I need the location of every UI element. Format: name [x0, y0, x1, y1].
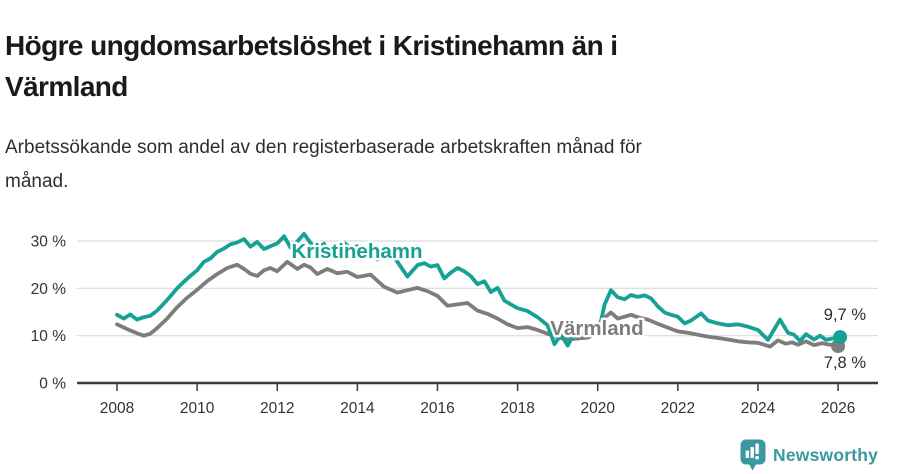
y-tick-label: 0 % [39, 376, 66, 393]
x-tick-label: 2026 [821, 400, 855, 417]
y-tick-label: 20 % [31, 281, 67, 298]
x-tick-label: 2022 [661, 400, 695, 417]
newsworthy-logo-link[interactable]: Newsworthy [740, 439, 878, 471]
x-tick-label: 2016 [420, 400, 454, 417]
y-tick-label: 10 % [31, 328, 67, 345]
end-value-varmland: 7,8 % [824, 354, 867, 372]
newsworthy-icon [740, 439, 766, 471]
x-tick-label: 2018 [500, 400, 534, 417]
x-tick-label: 2008 [100, 400, 134, 417]
axes: 0 % 10 % 20 % 30 % 2008 2010 2012 2014 2016 2018 2… [31, 234, 878, 417]
title-line-2: Värmland [5, 70, 128, 102]
chart-subtitle: Arbetssökande som andel av den registerb… [5, 131, 642, 199]
title-line-1: Högre ungdomsarbetslöshet i Kristinehamn… [5, 29, 618, 61]
series-lines [115, 231, 842, 349]
series-label-varmland: Värmland [550, 317, 643, 340]
series-line-värmland [115, 259, 840, 349]
endpoint-dots [831, 330, 848, 354]
end-value-kristinehamn: 9,7 % [824, 306, 867, 324]
endpoint-dot-kristinehamn [833, 330, 848, 345]
gridlines [77, 240, 878, 337]
y-tick-label: 30 % [31, 234, 67, 251]
x-tick-label: 2014 [340, 400, 375, 417]
subtitle-line-2: månad. [5, 171, 69, 192]
series-label-kristinehamn: Kristinehamn [292, 240, 423, 263]
series-line-kristinehamn [115, 231, 842, 348]
brand-name: Newsworthy [773, 444, 879, 465]
chart-title: Högre ungdomsarbetslöshet i Kristinehamn… [5, 25, 618, 107]
x-tick-label: 2012 [260, 400, 294, 417]
x-tick-label: 2024 [741, 400, 776, 417]
x-tick-label: 2020 [580, 400, 615, 417]
subtitle-line-1: Arbetssökande som andel av den registerb… [5, 137, 642, 158]
x-tick-label: 2010 [180, 400, 215, 417]
